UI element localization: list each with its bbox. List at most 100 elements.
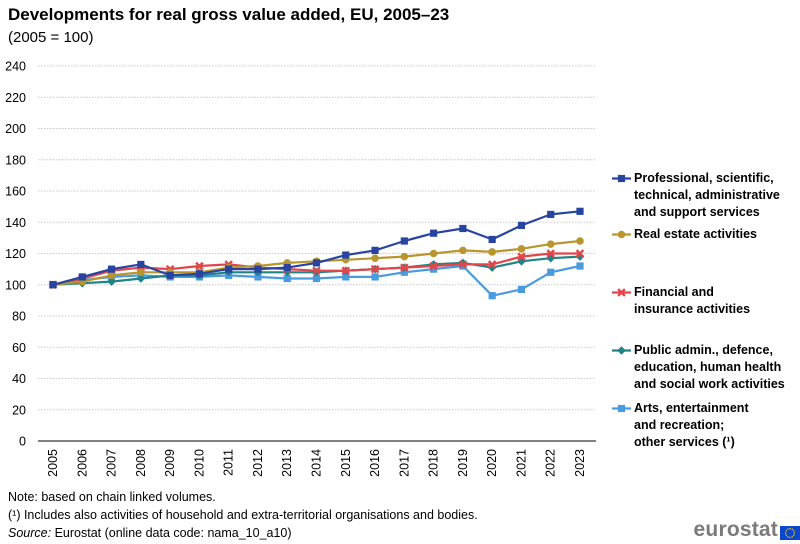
- legend-label-line: Arts, entertainment: [634, 401, 749, 415]
- y-tick-label: 240: [5, 60, 26, 74]
- legend-label: Professional, scientific, technical, admi…: [634, 170, 800, 221]
- source-label: Source:: [8, 526, 52, 540]
- chart-subtitle: (2005 = 100): [8, 29, 94, 46]
- data-point: [430, 265, 438, 273]
- data-point: [107, 277, 116, 286]
- legend-swatch: [612, 288, 631, 297]
- data-point: [137, 260, 145, 269]
- y-tick-label: 100: [5, 278, 26, 292]
- eurostat-logo-text[interactable]: eurostat: [693, 518, 778, 541]
- data-point: [517, 285, 526, 294]
- data-point: [517, 257, 526, 266]
- data-point: [107, 265, 116, 273]
- data-point: [283, 263, 291, 272]
- data-point: [370, 264, 380, 274]
- legend-swatch: [612, 174, 631, 183]
- data-point: [517, 245, 526, 253]
- source-line: Source: Eurostat (online data code: nama…: [8, 524, 478, 542]
- data-point: [400, 263, 409, 272]
- data-point: [429, 261, 438, 271]
- data-point: [575, 252, 585, 261]
- data-point: [283, 274, 291, 283]
- x-tick-label: 2008: [134, 449, 148, 477]
- data-point: [312, 274, 321, 283]
- legend-label-line: technical, administrative: [634, 188, 780, 202]
- y-tick-label: 40: [12, 372, 26, 386]
- y-tick-label: 80: [12, 310, 26, 324]
- eu-flag-icon: [780, 526, 800, 540]
- data-point: [136, 274, 146, 283]
- data-point: [459, 246, 467, 255]
- legend-label-line: education, human health: [634, 360, 782, 374]
- chart-notes: Note: based on chain linked volumes. (¹)…: [8, 488, 478, 542]
- data-point: [254, 273, 262, 281]
- x-tick-label: 2023: [573, 449, 587, 477]
- x-tick-label: 2018: [427, 449, 441, 477]
- data-point: [400, 252, 409, 261]
- data-point: [488, 248, 496, 256]
- x-tick-label: 2021: [514, 449, 528, 477]
- data-point: [576, 237, 584, 245]
- x-tick-label: 2007: [105, 449, 119, 477]
- y-tick-label: 20: [12, 403, 26, 417]
- data-point: [400, 268, 408, 276]
- y-tick-label: 200: [5, 122, 26, 136]
- data-point: [575, 249, 585, 258]
- data-point: [576, 207, 584, 215]
- legend-label: Real estate activities: [634, 226, 800, 243]
- x-tick-label: 2017: [397, 449, 411, 477]
- x-tick-label: 2015: [339, 449, 353, 477]
- legend-label-line: Financial and: [634, 285, 714, 299]
- legend-swatch: [612, 230, 631, 239]
- data-point: [225, 265, 233, 273]
- data-point: [400, 237, 408, 245]
- data-point: [459, 224, 467, 233]
- x-tick-label: 2020: [485, 449, 499, 477]
- legend-swatch: [612, 346, 631, 355]
- source-text: Eurostat (online data code: nama_10_a10): [51, 526, 292, 540]
- data-point: [429, 249, 438, 258]
- x-tick-label: 2019: [456, 449, 470, 477]
- x-tick-label: 2013: [280, 449, 294, 477]
- x-tick-label: 2012: [251, 449, 265, 477]
- x-tick-label: 2009: [163, 449, 177, 477]
- data-point: [517, 221, 526, 229]
- data-point: [254, 265, 262, 273]
- x-tick-label: 2011: [222, 449, 236, 476]
- note-chain-linked: Note: based on chain linked volumes.: [8, 490, 216, 504]
- data-point: [342, 273, 350, 281]
- x-tick-label: 2005: [46, 449, 60, 477]
- y-tick-label: 60: [12, 341, 26, 355]
- data-point: [371, 273, 379, 281]
- data-point: [487, 260, 497, 269]
- data-point: [547, 268, 555, 276]
- y-tick-label: 140: [5, 216, 26, 230]
- data-point: [371, 254, 379, 262]
- data-point: [341, 266, 351, 275]
- data-point: [78, 273, 86, 281]
- x-tick-label: 2010: [192, 449, 206, 477]
- data-point: [195, 261, 204, 271]
- data-point: [546, 240, 555, 248]
- data-point: [137, 268, 145, 277]
- legend-label-line: Professional, scientific,: [634, 171, 774, 185]
- x-tick-label: 2022: [544, 449, 558, 477]
- y-tick-label: 220: [5, 91, 26, 105]
- data-point: [576, 262, 584, 270]
- y-tick-label: 0: [19, 435, 26, 449]
- data-point: [458, 260, 468, 269]
- legend-label-line: Real estate activities: [634, 227, 757, 241]
- legend-label: Arts, entertainment and recreation; other …: [634, 400, 800, 451]
- x-tick-label: 2006: [75, 449, 89, 477]
- x-tick-label: 2014: [310, 449, 324, 477]
- legend-label-line: Public admin., defence,: [634, 343, 773, 357]
- y-tick-label: 180: [5, 153, 26, 167]
- data-point: [547, 210, 555, 219]
- data-point: [312, 259, 321, 267]
- x-tick-label: 2016: [368, 449, 382, 477]
- data-point: [195, 270, 203, 278]
- data-point: [312, 266, 321, 275]
- data-point: [488, 292, 496, 300]
- legend-swatch: [612, 404, 631, 413]
